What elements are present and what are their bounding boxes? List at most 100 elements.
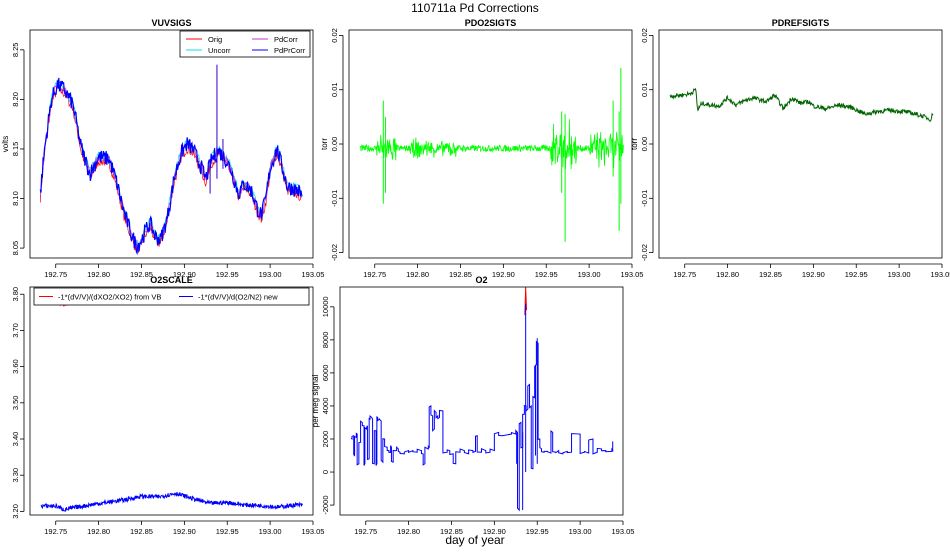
series-line <box>39 79 303 248</box>
legend-label: -1*(dV/V)/(dXO2/XO2) from VB <box>58 293 161 302</box>
y-tick-label: 3.50 <box>11 396 20 411</box>
y-axis-label: per meg signal <box>311 375 320 428</box>
plot-area <box>39 64 303 256</box>
legend-box <box>179 30 311 58</box>
x-tick-label: 193.00 <box>569 527 592 536</box>
legend-label: PdCorr <box>274 35 298 44</box>
y-axis-label: torr <box>630 138 639 150</box>
series-line <box>350 340 614 512</box>
x-tick-label: 192.90 <box>483 527 506 536</box>
series-line <box>39 82 303 252</box>
x-tick-label: 192.95 <box>216 270 239 279</box>
y-tick-label: -0.01 <box>640 190 649 207</box>
y-axis-label: volts <box>1 136 10 152</box>
x-tick-label: 192.85 <box>130 270 153 279</box>
x-tick-label: 192.90 <box>173 270 196 279</box>
y-tick-label: 3.20 <box>11 504 20 519</box>
y-tick-label: 8.05 <box>11 241 20 256</box>
series-line <box>669 87 934 122</box>
y-tick-label: 8.10 <box>11 191 20 206</box>
x-tick-label: 193.00 <box>578 270 601 279</box>
x-tick-label: 193.05 <box>612 527 635 536</box>
x-tick-label: 192.75 <box>673 270 696 279</box>
x-tick-label: 192.75 <box>363 270 386 279</box>
panel-title: O2 <box>475 275 487 285</box>
x-tick-label: 192.80 <box>716 270 739 279</box>
x-tick-label: 192.85 <box>440 527 463 536</box>
series-line <box>39 77 303 256</box>
x-tick-label: 193.05 <box>302 527 325 536</box>
y-tick-label: 8.25 <box>11 43 20 58</box>
x-tick-label: 192.90 <box>802 270 825 279</box>
x-tick-label: 193.00 <box>259 527 282 536</box>
y-tick-label: 8.20 <box>11 92 20 107</box>
x-tick-label: 192.90 <box>173 527 196 536</box>
y-tick-label: 8000 <box>321 332 330 349</box>
x-tick-label: 192.85 <box>130 527 153 536</box>
plot-frame <box>348 29 633 259</box>
panel-title: VUVSIGS <box>151 18 191 28</box>
y-tick-label: 6000 <box>321 365 330 382</box>
x-tick-label: 192.75 <box>354 527 377 536</box>
x-tick-label: 192.80 <box>87 270 110 279</box>
y-tick-label: 3.40 <box>11 432 20 447</box>
y-tick-label: 0.00 <box>330 137 339 152</box>
y-tick-label: 3.60 <box>11 359 20 374</box>
legend: Orig Uncorr PdCorr PdPrCorr <box>179 30 311 58</box>
y-tick-label: 0.02 <box>330 28 339 43</box>
y-tick-label: 8.15 <box>11 142 20 157</box>
x-tick-label: 192.95 <box>216 527 239 536</box>
y-tick-label: 0.00 <box>640 137 649 152</box>
plot-area <box>40 289 304 513</box>
y-tick-label: 3.80 <box>11 287 20 302</box>
x-tick-label: 193.05 <box>302 270 325 279</box>
plot-frame <box>29 29 314 259</box>
y-tick-label: 4000 <box>321 398 330 415</box>
panel-pdo2sigts: PDO2SIGTS torr 192.75 192.80 192.85 192.90 192… <box>320 18 643 279</box>
x-tick-label: 192.80 <box>87 527 110 536</box>
x-tick-label: 193.05 <box>931 270 950 279</box>
y-tick-label: 0 <box>321 470 330 474</box>
plot-area <box>350 287 614 512</box>
y-tick-label: -0.02 <box>330 244 339 261</box>
y-tick-label: 2000 <box>321 431 330 448</box>
x-tick-label: 192.75 <box>44 527 67 536</box>
panel-pdrefsigts: PDREFSIGTS torr 192.75 192.80 192.85 192.90 19… <box>630 18 950 279</box>
panel-title: O2SCALE <box>150 275 193 285</box>
x-tick-label: 192.80 <box>397 527 420 536</box>
series-line <box>524 287 528 316</box>
y-tick-label: 0.01 <box>330 82 339 97</box>
plot-frame <box>658 29 943 259</box>
plot-frame <box>339 286 624 516</box>
legend-label: PdPrCorr <box>274 46 306 55</box>
figure-xlabel: day of year <box>445 533 504 547</box>
x-tick-label: 193.00 <box>888 270 911 279</box>
panel-vuvsigs: VUVSIGS volts 192.75 192.80 192.85 192.90 192.… <box>1 18 324 279</box>
y-tick-label: 0.02 <box>640 28 649 43</box>
legend-box <box>33 287 310 306</box>
x-tick-label: 192.85 <box>759 270 782 279</box>
legend-label: Uncorr <box>208 46 231 55</box>
x-tick-label: 192.85 <box>449 270 472 279</box>
figure-title: 110711a Pd Corrections <box>411 1 539 15</box>
y-tick-label: 3.70 <box>11 323 20 338</box>
x-tick-label: 192.75 <box>44 270 67 279</box>
y-tick-label: 0.01 <box>640 82 649 97</box>
x-tick-label: 192.95 <box>535 270 558 279</box>
series-line <box>40 492 303 513</box>
plot-area <box>669 87 934 122</box>
panel-title: PDREFSIGTS <box>772 18 830 28</box>
plot-frame <box>29 286 314 516</box>
legend-label: -1*(dV/V)/d(O2/N2) new <box>198 293 278 302</box>
x-tick-label: 192.90 <box>492 270 515 279</box>
x-tick-label: 192.80 <box>406 270 429 279</box>
y-tick-label: 3.30 <box>11 468 20 483</box>
y-tick-label: -0.02 <box>640 244 649 261</box>
x-tick-label: 193.05 <box>621 270 644 279</box>
legend-label: Orig <box>208 35 222 44</box>
x-tick-label: 192.95 <box>845 270 868 279</box>
series-line <box>359 119 624 170</box>
panel-title: PDO2SIGTS <box>465 18 517 28</box>
